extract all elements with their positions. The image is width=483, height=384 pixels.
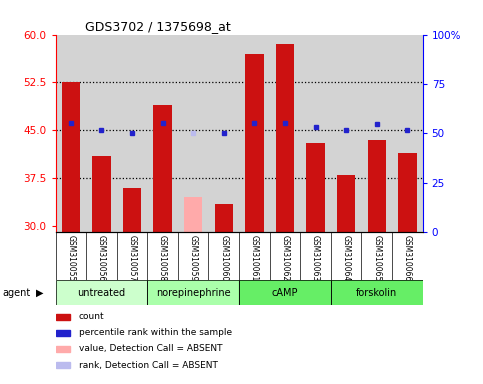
Text: GSM310055: GSM310055 — [66, 235, 75, 281]
Bar — [398, 152, 416, 232]
Text: GSM310062: GSM310062 — [281, 235, 289, 281]
Text: GSM310059: GSM310059 — [189, 235, 198, 281]
Text: GSM310064: GSM310064 — [341, 235, 351, 281]
Bar — [331, 280, 423, 305]
Bar — [337, 175, 355, 232]
Bar — [276, 44, 294, 232]
Bar — [154, 105, 172, 232]
Text: rank, Detection Call = ABSENT: rank, Detection Call = ABSENT — [79, 361, 218, 369]
Text: GSM310066: GSM310066 — [403, 235, 412, 281]
Bar — [239, 280, 331, 305]
Text: count: count — [79, 312, 104, 321]
Text: GDS3702 / 1375698_at: GDS3702 / 1375698_at — [85, 20, 231, 33]
Text: norepinephrine: norepinephrine — [156, 288, 230, 298]
Text: GSM310060: GSM310060 — [219, 235, 228, 281]
Bar — [239, 280, 331, 305]
Text: GSM310061: GSM310061 — [250, 235, 259, 281]
Bar — [56, 346, 71, 352]
Text: cAMP: cAMP — [272, 288, 298, 298]
Bar — [56, 314, 71, 320]
Bar — [56, 362, 71, 368]
Text: untreated: untreated — [77, 288, 126, 298]
Bar — [56, 330, 71, 336]
Bar — [184, 197, 202, 232]
Bar — [56, 280, 147, 305]
Text: ▶: ▶ — [36, 288, 44, 298]
Bar — [123, 188, 141, 232]
Bar — [306, 143, 325, 232]
Text: percentile rank within the sample: percentile rank within the sample — [79, 328, 232, 338]
Text: GSM310058: GSM310058 — [158, 235, 167, 281]
Bar — [214, 204, 233, 232]
Text: GSM310056: GSM310056 — [97, 235, 106, 281]
Text: GSM310057: GSM310057 — [128, 235, 137, 281]
Text: forskolin: forskolin — [356, 288, 398, 298]
Text: value, Detection Call = ABSENT: value, Detection Call = ABSENT — [79, 344, 223, 354]
Bar — [62, 83, 80, 232]
Text: agent: agent — [2, 288, 30, 298]
Bar — [56, 280, 147, 305]
Bar — [147, 280, 239, 305]
Bar — [368, 140, 386, 232]
Text: GSM310063: GSM310063 — [311, 235, 320, 281]
Bar — [331, 280, 423, 305]
Bar — [92, 156, 111, 232]
Bar — [147, 280, 239, 305]
Bar — [245, 54, 264, 232]
Text: GSM310065: GSM310065 — [372, 235, 381, 281]
